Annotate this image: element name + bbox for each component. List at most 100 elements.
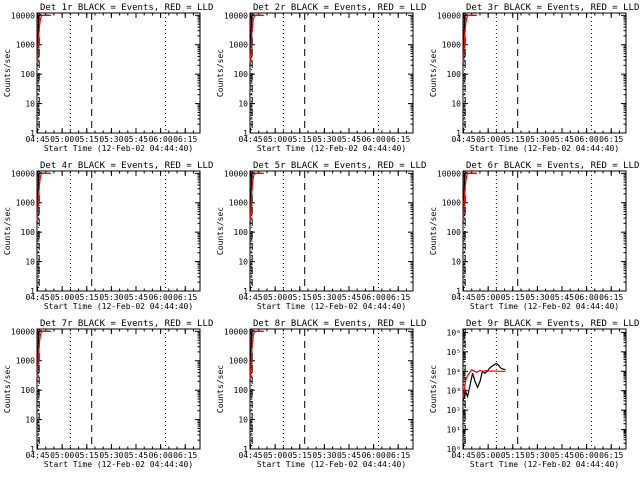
x-tick-label: 05:15 [288, 451, 312, 460]
y-tick-label: 100 [21, 70, 36, 79]
chart-title: Det 3r BLACK = Events, RED = LLD [466, 3, 639, 13]
series-line-events [462, 362, 506, 402]
x-axis-label: Start Time (12-Feb-02 04:44:40) [257, 144, 406, 153]
x-tick-label: 05:00 [476, 451, 500, 460]
x-tick-label: 05:15 [501, 451, 525, 460]
y-tick-label: 1 [456, 129, 461, 138]
x-tick-label: 05:45 [337, 135, 361, 144]
x-tick-label: 06:15 [386, 293, 410, 302]
y-tick-label: 100 [234, 228, 249, 237]
x-tick-label: 05:15 [501, 135, 525, 144]
y-axis-label: Counts/sec [429, 49, 438, 97]
y-tick-label: 10⁴ [447, 367, 461, 376]
y-tick-label: 10¹ [447, 426, 461, 435]
chart-title: Det 8r BLACK = Events, RED = LLD [253, 319, 426, 329]
y-tick-label: 1 [30, 129, 35, 138]
y-axis-label: Counts/sec [429, 365, 438, 413]
y-tick-label: 1 [456, 287, 461, 296]
y-tick-label: 1000 [229, 199, 248, 208]
y-tick-label: 10 [451, 258, 461, 267]
x-tick-label: 05:30 [99, 135, 123, 144]
x-tick-label: 06:00 [362, 293, 386, 302]
x-tick-label: 05:00 [263, 293, 287, 302]
plot-frame [249, 12, 414, 134]
x-tick-label: 05:15 [75, 451, 99, 460]
chart-title: Det 6r BLACK = Events, RED = LLD [466, 161, 639, 171]
y-tick-label: 10³ [447, 387, 461, 396]
y-tick-label: 1 [30, 287, 35, 296]
x-tick-label: 05:45 [337, 451, 361, 460]
y-tick-label: 10000 [437, 11, 461, 20]
x-tick-label: 05:30 [312, 135, 336, 144]
y-tick-label: 10 [25, 258, 35, 267]
y-tick-label: 1 [243, 445, 248, 454]
x-tick-label: 04:45 [239, 293, 263, 302]
y-tick-label: 10000 [11, 11, 35, 20]
x-tick-label: 05:45 [124, 135, 148, 144]
x-tick-label: 04:45 [26, 451, 50, 460]
chart-panel-4: Det 4r BLACK = Events, RED = LLD 1 10 100 10… [3, 161, 213, 311]
series-line-lld [249, 172, 264, 221]
x-tick-label: 05:30 [525, 135, 549, 144]
x-tick-label: 05:45 [550, 135, 574, 144]
series-line-lld [249, 330, 264, 379]
x-tick-label: 05:15 [288, 135, 312, 144]
y-tick-label: 10000 [224, 169, 248, 178]
chart-panel-9: Det 9r BLACK = Events, RED = LLD 10⁰ 10¹ 10… [429, 319, 639, 469]
x-axis-label: Start Time (12-Feb-02 04:44:40) [44, 460, 193, 469]
y-tick-label: 1000 [16, 199, 35, 208]
x-tick-label: 05:45 [124, 451, 148, 460]
y-tick-label: 100 [234, 386, 249, 395]
y-tick-label: 1000 [229, 41, 248, 50]
x-tick-label: 05:30 [525, 293, 549, 302]
x-tick-label: 06:15 [173, 293, 197, 302]
x-tick-label: 05:15 [288, 293, 312, 302]
plot-frame [36, 328, 201, 450]
y-tick-label: 1 [243, 287, 248, 296]
y-tick-label: 10000 [11, 327, 35, 336]
y-axis-label: Counts/sec [216, 365, 225, 413]
x-tick-label: 06:00 [149, 293, 173, 302]
y-tick-label: 100 [447, 70, 462, 79]
x-tick-label: 05:00 [476, 293, 500, 302]
x-tick-label: 04:45 [239, 451, 263, 460]
x-tick-label: 04:45 [239, 135, 263, 144]
x-axis-label: Start Time (12-Feb-02 04:44:40) [44, 144, 193, 153]
x-tick-label: 06:15 [599, 451, 623, 460]
x-tick-label: 06:00 [149, 451, 173, 460]
plot-frame [249, 328, 414, 450]
x-tick-label: 06:00 [575, 451, 599, 460]
y-tick-label: 10⁰ [447, 445, 461, 454]
y-axis-label: Counts/sec [3, 365, 12, 413]
chart-title: Det 2r BLACK = Events, RED = LLD [253, 3, 426, 13]
x-tick-label: 06:00 [362, 451, 386, 460]
x-tick-label: 05:00 [263, 135, 287, 144]
series-line-lld [36, 330, 51, 379]
chart-title: Det 4r BLACK = Events, RED = LLD [40, 161, 213, 171]
chart-title: Det 1r BLACK = Events, RED = LLD [40, 3, 213, 13]
x-tick-label: 06:15 [599, 293, 623, 302]
x-tick-label: 05:15 [75, 293, 99, 302]
x-axis-label: Start Time (12-Feb-02 04:44:40) [44, 302, 193, 311]
x-axis-label: Start Time (12-Feb-02 04:44:40) [470, 302, 619, 311]
chart-title: Det 7r BLACK = Events, RED = LLD [40, 319, 213, 329]
y-tick-label: 100 [21, 386, 36, 395]
x-tick-label: 06:00 [362, 135, 386, 144]
y-tick-label: 10 [451, 100, 461, 109]
y-axis-label: Counts/sec [3, 49, 12, 97]
y-tick-label: 10⁶ [447, 328, 461, 337]
series-line-lld [36, 14, 51, 63]
x-tick-label: 05:00 [50, 135, 74, 144]
x-tick-label: 05:30 [99, 451, 123, 460]
y-tick-label: 10 [25, 416, 35, 425]
x-tick-label: 05:00 [50, 293, 74, 302]
x-tick-label: 05:45 [124, 293, 148, 302]
plot-frame [462, 328, 627, 450]
chart-title: Det 5r BLACK = Events, RED = LLD [253, 161, 426, 171]
x-tick-label: 04:45 [26, 135, 50, 144]
x-tick-label: 04:45 [452, 451, 476, 460]
y-tick-label: 10000 [224, 11, 248, 20]
x-tick-label: 06:15 [386, 451, 410, 460]
x-tick-label: 05:45 [550, 293, 574, 302]
y-tick-label: 1000 [442, 41, 461, 50]
